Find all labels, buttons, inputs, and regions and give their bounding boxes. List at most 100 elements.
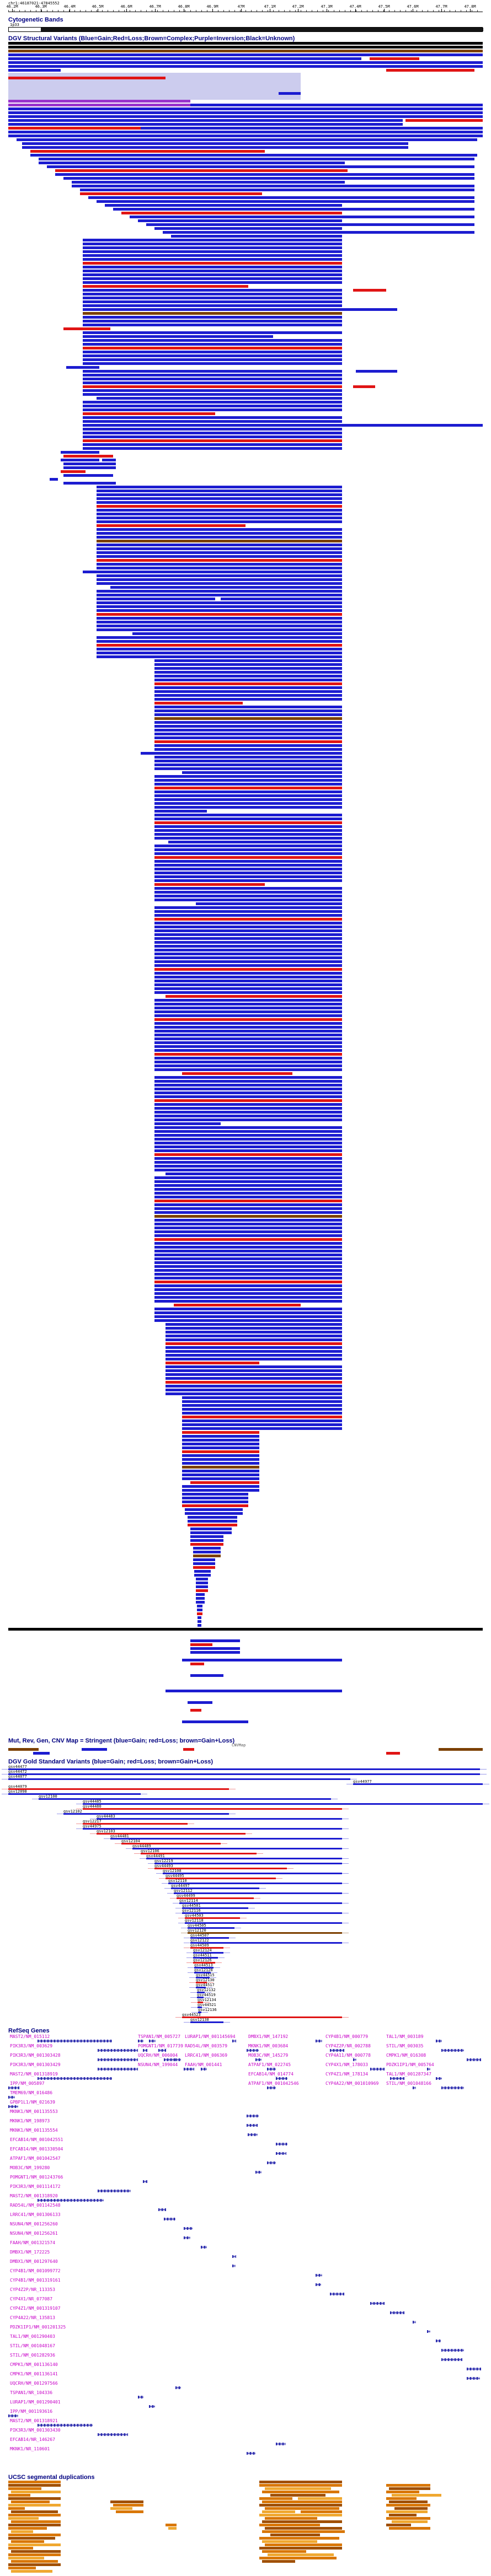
gene-structure[interactable] bbox=[158, 2208, 166, 2211]
gene-structure[interactable] bbox=[467, 2377, 480, 2380]
gene-label[interactable]: CMPK1/NM_001136140 bbox=[10, 2362, 58, 2367]
cnv-map-bar[interactable] bbox=[183, 1748, 194, 1751]
segdup-bar[interactable] bbox=[262, 2491, 339, 2493]
gold-variant-bar[interactable] bbox=[2, 1773, 487, 1775]
dgv-variant-bar[interactable] bbox=[198, 1620, 201, 1623]
dgv-variant-bar[interactable] bbox=[154, 1034, 342, 1036]
dgv-variant-bar[interactable] bbox=[154, 1281, 342, 1283]
dgv-variant-bar[interactable] bbox=[97, 574, 342, 577]
dgv-variant-bar[interactable] bbox=[83, 243, 342, 245]
dgv-variant-bar[interactable] bbox=[8, 77, 166, 79]
segdup-bar[interactable] bbox=[8, 2543, 61, 2546]
dgv-variant-bar[interactable] bbox=[8, 111, 483, 114]
gene-structure[interactable] bbox=[441, 2349, 464, 2352]
dgv-variant-bar[interactable] bbox=[154, 956, 342, 959]
gene-structure[interactable] bbox=[98, 2049, 138, 2052]
segdup-bar[interactable] bbox=[259, 2524, 320, 2526]
dgv-variant-bar[interactable] bbox=[190, 1709, 201, 1712]
dgv-variant-bar[interactable] bbox=[154, 717, 342, 720]
gene-structure[interactable] bbox=[390, 2077, 404, 2080]
segdup-bar[interactable] bbox=[8, 2514, 61, 2516]
dgv-variant-bar[interactable] bbox=[83, 389, 342, 392]
gold-variant-label[interactable]: gsv12102 bbox=[63, 1809, 82, 1814]
dgv-variant-bar[interactable] bbox=[154, 1049, 342, 1052]
dgv-variant-bar[interactable] bbox=[182, 1466, 259, 1469]
dgv-variant-bar[interactable] bbox=[154, 818, 342, 820]
dgv-variant-bar[interactable] bbox=[166, 1350, 342, 1353]
gold-variant-label[interactable]: gsv12134 bbox=[198, 1998, 216, 2002]
gold-variant-label[interactable]: gsv44491 bbox=[146, 1854, 165, 1858]
dgv-variant-bar[interactable] bbox=[193, 1566, 215, 1569]
gene-structure[interactable] bbox=[370, 2068, 385, 2071]
gold-variant-bar[interactable] bbox=[156, 1873, 349, 1874]
gold-variant-bar[interactable] bbox=[2, 1778, 357, 1780]
gold-variant-label[interactable]: gsv44489 bbox=[132, 1844, 151, 1848]
dgv-variant-bar[interactable] bbox=[97, 582, 342, 585]
segdup-bar[interactable] bbox=[389, 2527, 430, 2530]
dgv-variant-bar[interactable] bbox=[154, 879, 342, 882]
dgv-variant-bar[interactable] bbox=[166, 1389, 342, 1391]
dgv-variant-bar[interactable] bbox=[97, 601, 342, 604]
gold-variant-bar[interactable] bbox=[104, 1838, 349, 1840]
dgv-variant-bar[interactable] bbox=[154, 929, 342, 932]
dgv-variant-bar[interactable] bbox=[97, 544, 342, 546]
dgv-variant-bar[interactable] bbox=[154, 953, 342, 955]
dgv-variant-bar[interactable] bbox=[154, 671, 342, 674]
gene-label[interactable]: CMPK1/NM_016308 bbox=[386, 2053, 426, 2058]
gene-structure[interactable] bbox=[98, 2068, 138, 2071]
gold-variant-bar[interactable] bbox=[148, 1863, 349, 1864]
dgv-variant-bar[interactable] bbox=[83, 308, 397, 311]
gold-variant-bar[interactable] bbox=[175, 1912, 349, 1914]
segdup-bar[interactable] bbox=[11, 2570, 52, 2573]
dgv-variant-bar[interactable] bbox=[83, 331, 342, 334]
segdup-bar[interactable] bbox=[262, 2530, 345, 2533]
dgv-variant-bar[interactable] bbox=[154, 922, 342, 924]
dgv-variant-bar[interactable] bbox=[97, 555, 342, 558]
dgv-variant-bar[interactable] bbox=[154, 1242, 342, 1245]
dgv-variant-bar[interactable] bbox=[154, 1126, 342, 1129]
segdup-bar[interactable] bbox=[8, 2537, 55, 2540]
dgv-variant-bar[interactable] bbox=[190, 1535, 223, 1538]
dgv-variant-bar[interactable] bbox=[154, 1045, 342, 1048]
gene-label[interactable]: MAST2/NM_015112 bbox=[10, 2034, 50, 2039]
dgv-variant-bar[interactable] bbox=[97, 598, 215, 600]
gene-label[interactable]: TAL1/NM_001290403 bbox=[10, 2334, 55, 2339]
gene-structure[interactable] bbox=[267, 2086, 276, 2089]
dgv-variant-bar[interactable] bbox=[8, 119, 403, 122]
gene-structure[interactable] bbox=[330, 2293, 344, 2295]
gene-structure[interactable] bbox=[467, 2368, 481, 2370]
gene-label[interactable]: MOB3C/NM_145279 bbox=[248, 2053, 289, 2058]
dgv-variant-bar[interactable] bbox=[83, 285, 248, 288]
gene-label[interactable]: UQCRH/NM_001297566 bbox=[10, 2381, 58, 2386]
dgv-variant-bar[interactable] bbox=[154, 875, 342, 878]
dgv-variant-bar[interactable] bbox=[166, 1369, 342, 1372]
dgv-variant-bar[interactable] bbox=[83, 293, 342, 295]
dgv-variant-bar[interactable] bbox=[154, 740, 342, 743]
gold-variant-label[interactable]: gsv12128 bbox=[194, 1968, 213, 1972]
dgv-variant-bar[interactable] bbox=[8, 84, 301, 88]
dgv-variant-bar[interactable] bbox=[55, 173, 474, 176]
dgv-variant-bar[interactable] bbox=[196, 1585, 208, 1588]
gene-label[interactable]: POMGNT1/NM_001243766 bbox=[10, 2175, 63, 2180]
dgv-variant-bar[interactable] bbox=[154, 806, 342, 809]
gene-label[interactable]: CMPK1/NM_001136141 bbox=[10, 2371, 58, 2376]
dgv-variant-bar[interactable] bbox=[154, 1157, 342, 1160]
dgv-variant-bar[interactable] bbox=[154, 783, 342, 786]
dgv-variant-bar[interactable] bbox=[166, 995, 342, 998]
segdup-bar[interactable] bbox=[262, 2540, 317, 2543]
dgv-variant-bar[interactable] bbox=[97, 493, 342, 496]
dgv-variant-bar[interactable] bbox=[154, 682, 342, 685]
gold-variant-bar[interactable] bbox=[346, 1783, 489, 1785]
gold-variant-bar[interactable] bbox=[191, 2007, 209, 2008]
gene-label[interactable]: EFCAB14/NM_001042551 bbox=[10, 2137, 63, 2142]
gene-label[interactable]: IPP/NM_001193616 bbox=[10, 2409, 53, 2414]
dgv-variant-bar[interactable] bbox=[97, 517, 342, 519]
gene-label[interactable]: DMBX1/NM_001297640 bbox=[10, 2259, 58, 2264]
dgv-variant-bar[interactable] bbox=[194, 1570, 211, 1573]
segdup-bar[interactable] bbox=[298, 2497, 342, 2500]
dgv-variant-bar[interactable] bbox=[97, 559, 342, 562]
dgv-variant-bar[interactable] bbox=[83, 439, 342, 442]
dgv-variant-bar[interactable] bbox=[154, 1115, 342, 1117]
dgv-variant-bar[interactable] bbox=[8, 65, 483, 68]
dgv-variant-bar[interactable] bbox=[196, 1597, 205, 1600]
